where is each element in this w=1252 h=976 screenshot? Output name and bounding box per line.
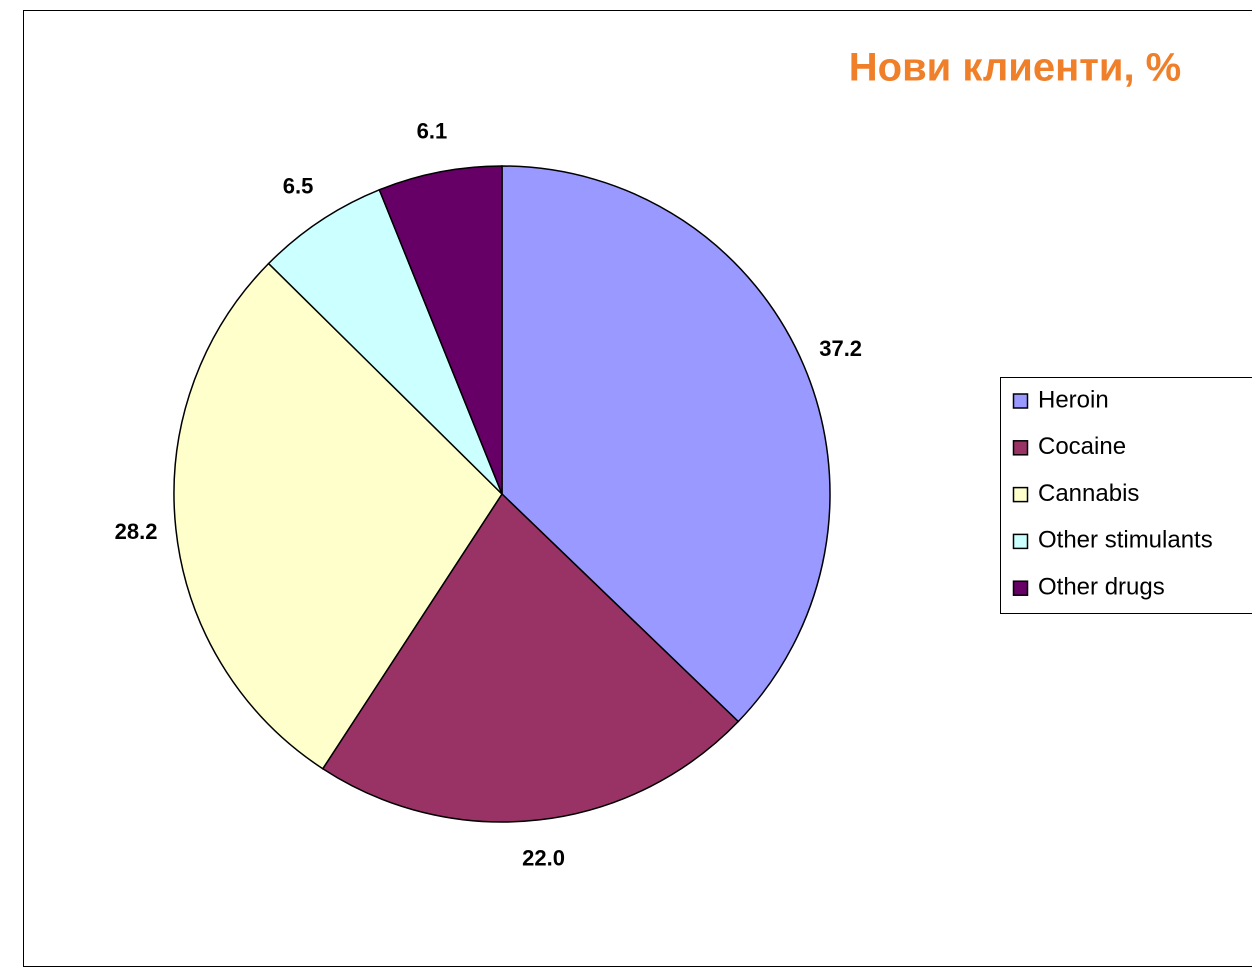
- legend-swatch: [1012, 533, 1029, 550]
- data-label: 28.2: [115, 519, 158, 544]
- pie-slice: [321, 492, 740, 823]
- legend-label: Other drugs: [1038, 574, 1165, 601]
- legend-label: Other stimulants: [1038, 527, 1213, 554]
- legend-label: Cocaine: [1038, 433, 1126, 460]
- legend-label: Cannabis: [1038, 480, 1139, 507]
- legend-swatch: [1012, 486, 1029, 503]
- pie-slice: [378, 165, 503, 495]
- legend-swatch: [1012, 580, 1029, 596]
- pie-slice: [267, 188, 503, 495]
- data-label: 22.0: [522, 845, 565, 870]
- pie-slice: [501, 165, 831, 723]
- legend-box: [1000, 377, 1252, 614]
- legend-label: Heroin: [1038, 386, 1109, 413]
- chart-title: Нови клиенти, %: [849, 46, 1182, 90]
- data-label: 37.2: [819, 336, 862, 361]
- data-label: 6.1: [417, 119, 448, 144]
- data-label: 6.5: [283, 174, 314, 199]
- legend-swatch: [1012, 393, 1029, 409]
- legend-swatch: [1012, 440, 1029, 456]
- pie-slice: [173, 262, 503, 770]
